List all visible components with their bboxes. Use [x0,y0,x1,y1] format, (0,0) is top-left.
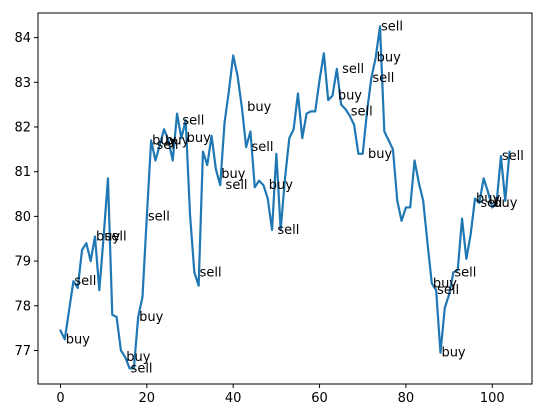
annotation-buy-label: buy [338,89,362,104]
y-tick-label: 78 [14,299,31,314]
y-tick-label: 82 [14,120,31,135]
annotation-sell-label: sell [342,62,364,77]
axes-frame [37,12,533,385]
annotation-sell-label: sell [74,274,96,289]
annotation-sell-label: sell [148,209,170,224]
annotation-buy-label: buy [187,131,211,146]
x-tick-label: 100 [480,391,505,406]
series-line-0 [59,25,511,370]
annotation-sell-label: sell [372,71,394,86]
annotation-buy-label: buy [269,178,293,193]
x-tick-label: 80 [398,391,415,406]
annotation-buy-label: buy [165,133,189,148]
annotation-sell-label: sell [351,104,373,119]
annotation-sell-label: sell [251,140,273,155]
annotation-buy-label: buy [139,310,163,325]
annotation-sell-label: sell [105,229,127,244]
annotation-buy-label: buy [433,276,457,291]
annotation-buy-label: buy [377,51,401,66]
annotation-sell-label: sell [182,113,204,128]
series-layer [59,25,511,370]
y-tick-label: 83 [14,76,31,91]
annotation-layer: buysellbuysellbuysellbuysellbuysellbuyse… [66,19,524,376]
annotation-sell-label: sell [454,265,476,280]
annotation-sell-label: sell [381,19,403,34]
y-tick-label: 77 [14,344,31,359]
annotation-sell-label: sell [156,138,178,153]
annotation-buy-label: buy [476,192,500,207]
annotation-buy-label: buy [96,229,120,244]
axis-layer: 0 20 40 60 80 100 77 78 79 80 81 82 83 84 [14,12,533,406]
annotation-sell-label: sell [437,283,459,298]
annotation-buy-label: buy [152,133,176,148]
x-tick-label: 20 [139,391,156,406]
y-tick-label: 81 [14,165,31,180]
y-tick-label: 80 [14,210,31,225]
y-tick-label: 79 [14,255,31,270]
annotation-sell-label: sell [480,196,502,211]
y-tick-label: 84 [14,31,31,46]
x-tick-label: 40 [225,391,242,406]
x-tick-label: 60 [311,391,328,406]
annotation-buy-label: buy [441,346,465,361]
annotation-sell-label: sell [226,178,248,193]
annotation-buy-label: buy [247,100,271,115]
annotation-buy-label: buy [126,350,150,365]
annotation-buy-label: buy [66,332,90,347]
annotation-buy-label: buy [493,196,517,211]
x-tick-label: 0 [56,391,64,406]
annotation-sell-label: sell [502,149,524,164]
annotation-buy-label: buy [221,167,245,182]
annotation-sell-label: sell [277,223,299,238]
annotation-sell-label: sell [131,361,153,376]
annotation-sell-label: sell [200,265,222,280]
annotation-buy-label: buy [368,147,392,162]
